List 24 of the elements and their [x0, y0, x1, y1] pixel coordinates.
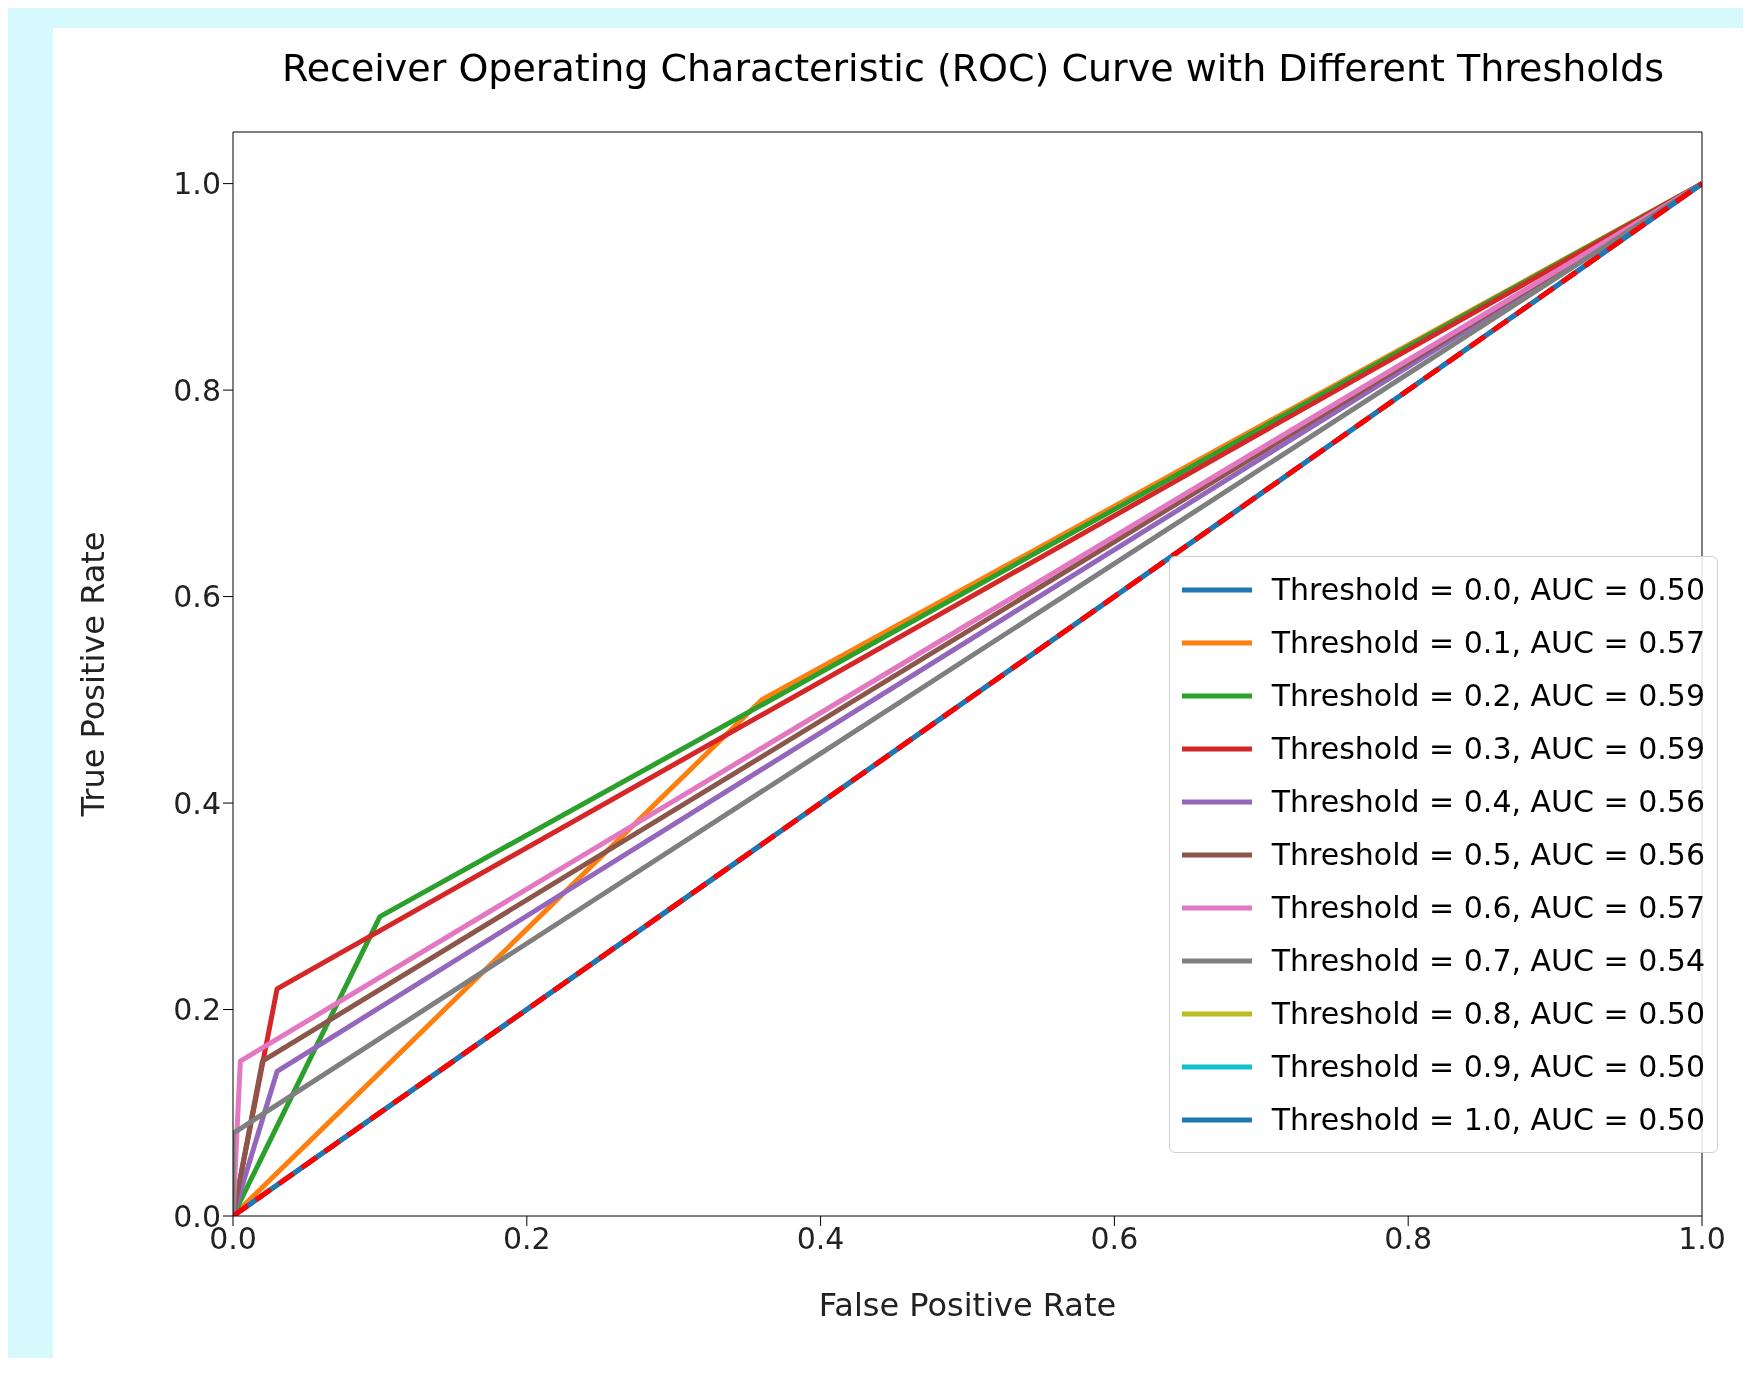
y-tick-label: 0.6 [173, 579, 221, 615]
legend-label: Threshold = 0.8, AUC = 0.50 [1271, 996, 1705, 1031]
x-tick-label: 0.6 [1090, 1221, 1139, 1257]
y-tick-label: 1.0 [173, 166, 221, 202]
y-tick-label: 0.4 [173, 785, 221, 821]
legend-label: Threshold = 0.7, AUC = 0.54 [1271, 943, 1705, 978]
x-tick-label: 0.2 [502, 1221, 551, 1257]
y-axis-title: True Positive Rate [74, 531, 113, 818]
legend-label: Threshold = 0.4, AUC = 0.56 [1271, 784, 1705, 819]
legend-label: Threshold = 0.2, AUC = 0.59 [1271, 678, 1705, 713]
legend-label: Threshold = 0.0, AUC = 0.50 [1271, 572, 1705, 607]
chart-title: Receiver Operating Characteristic (ROC) Curve with Different Thresholds [280, 45, 1666, 92]
legend-label: Threshold = 0.1, AUC = 0.57 [1271, 625, 1705, 660]
x-axis-title: False Positive Rate [818, 1286, 1117, 1324]
y-tick-label: 0.8 [173, 372, 221, 408]
legend-label: Threshold = 0.6, AUC = 0.57 [1271, 890, 1705, 925]
legend-label: Threshold = 0.3, AUC = 0.59 [1271, 731, 1705, 766]
legend-label: Threshold = 0.9, AUC = 0.50 [1271, 1049, 1705, 1084]
x-tick-label: 0.4 [796, 1221, 845, 1257]
x-tick-label: 1.0 [1678, 1221, 1726, 1257]
legend-label: Threshold = 0.5, AUC = 0.56 [1271, 837, 1705, 872]
y-tick-label: 0.2 [173, 992, 221, 1028]
legend-label: Threshold = 1.0, AUC = 0.50 [1271, 1102, 1705, 1137]
x-tick-label: 0.8 [1384, 1221, 1433, 1257]
